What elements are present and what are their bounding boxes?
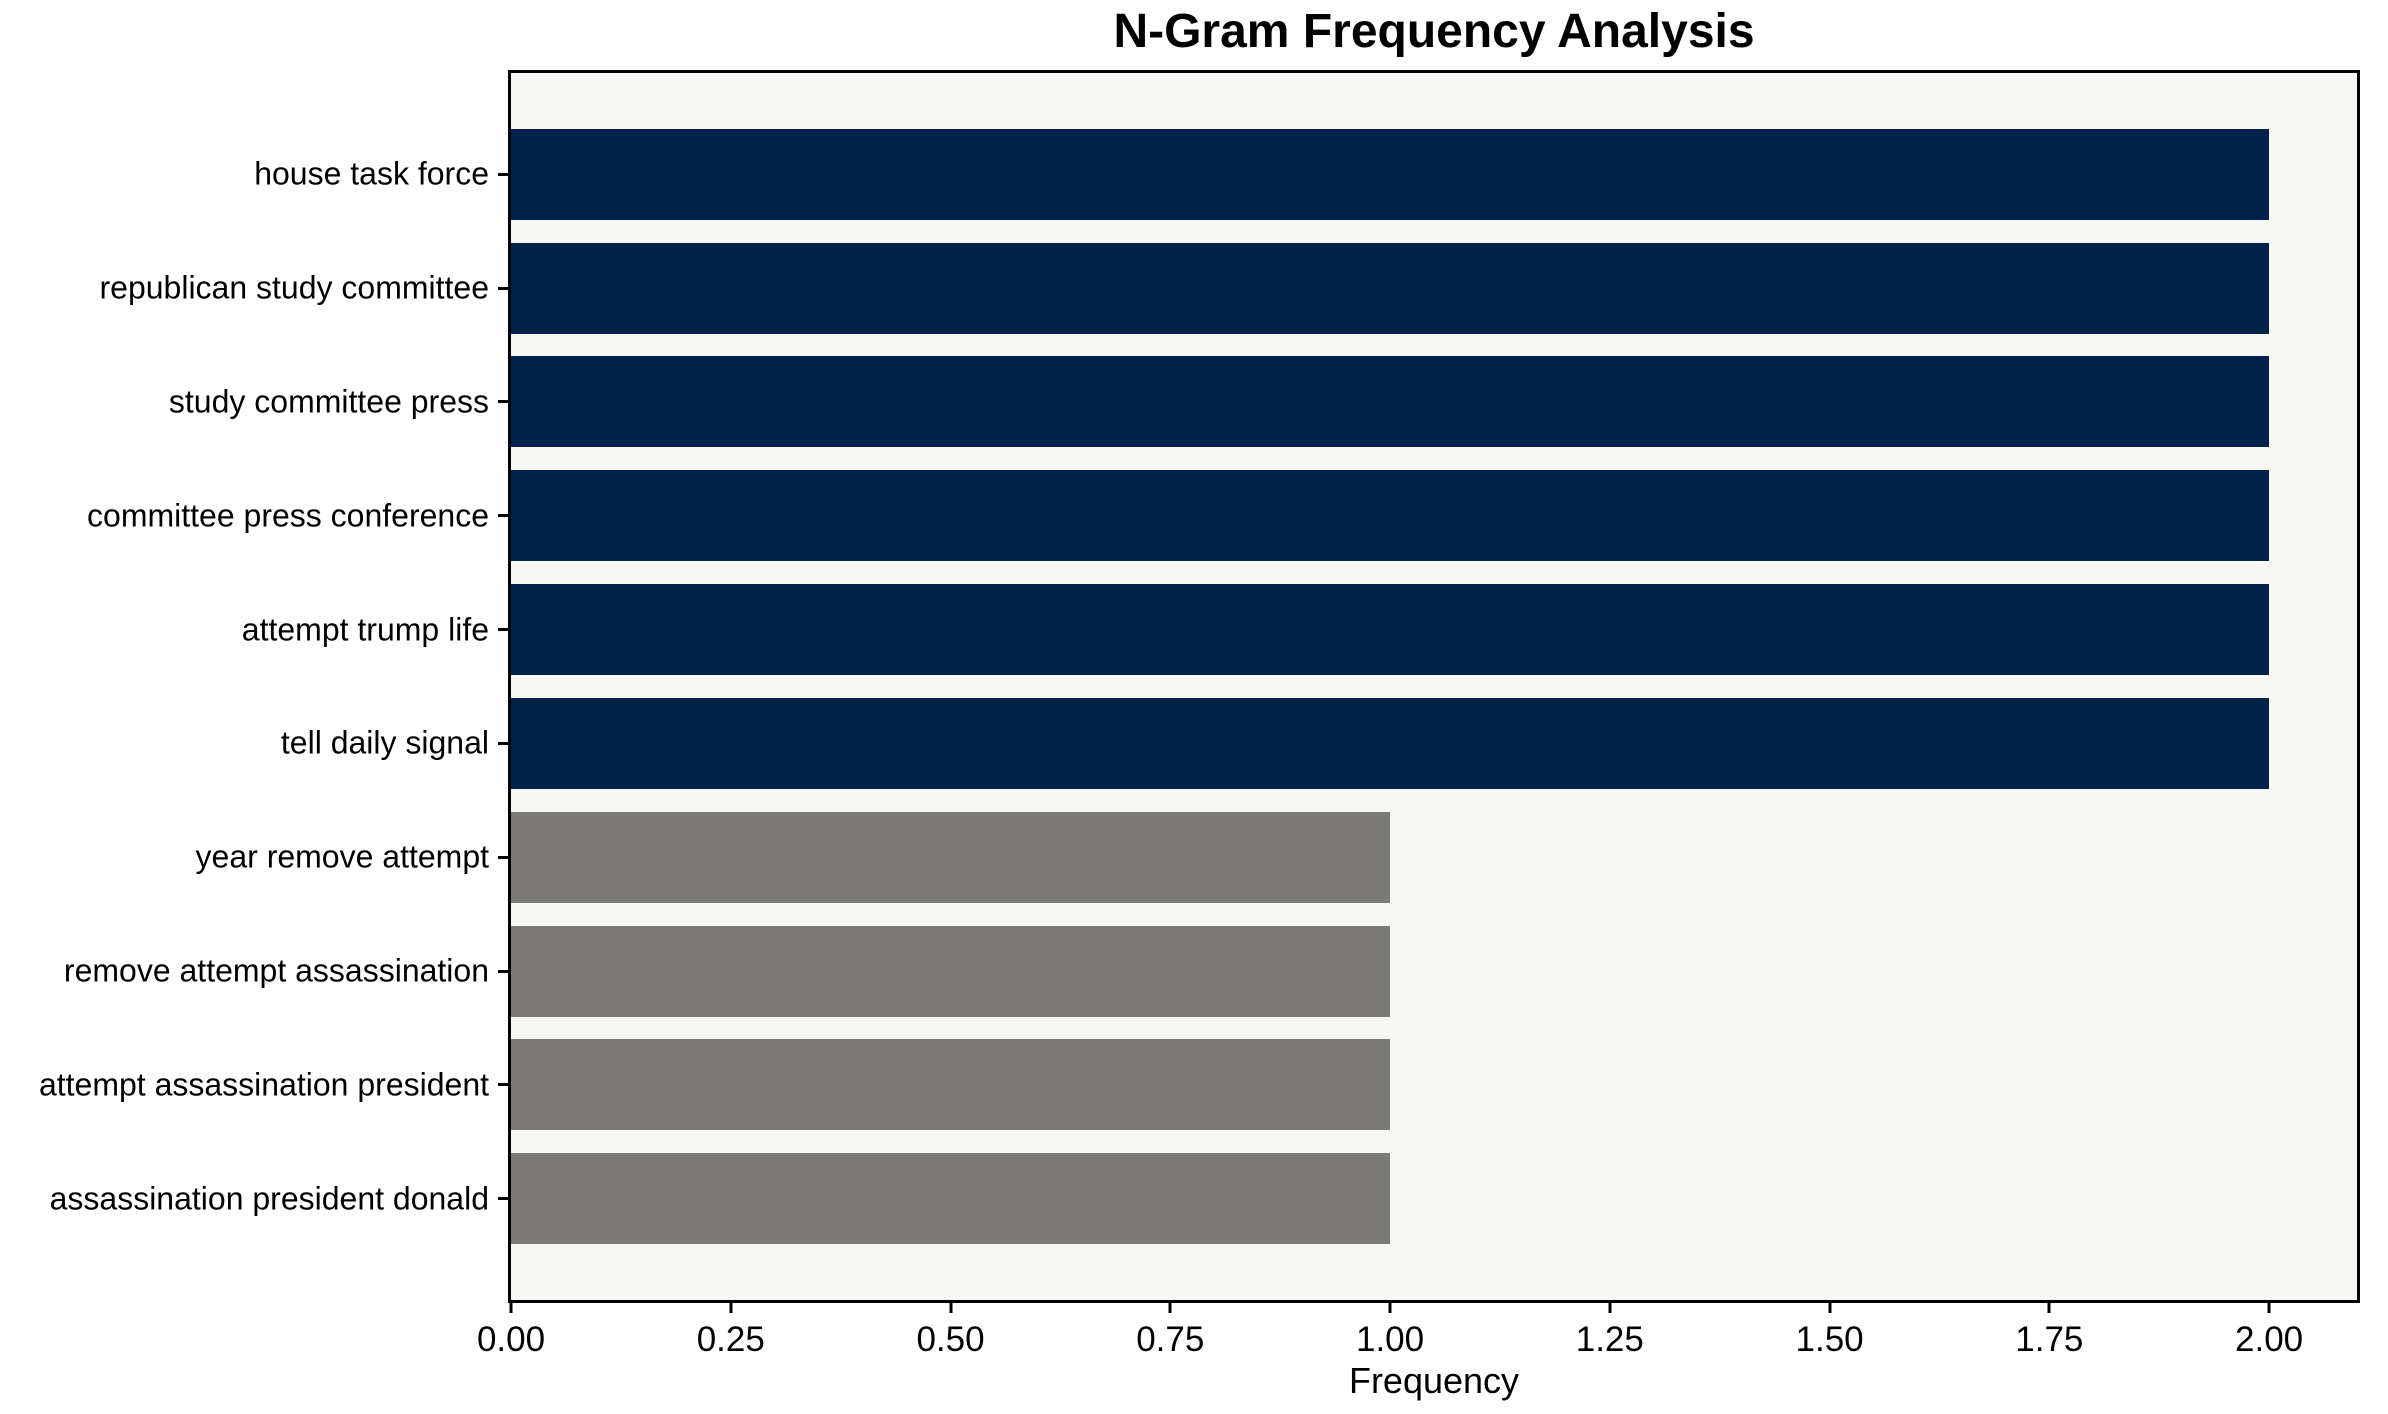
y-tick-label: tell daily signal <box>280 724 489 761</box>
x-tick <box>509 1303 513 1313</box>
bar <box>511 1039 1391 1131</box>
bar <box>511 925 1391 1017</box>
y-tick-label: year remove attempt <box>195 838 489 875</box>
x-tick-label: 0.50 <box>916 1320 985 1359</box>
y-tick <box>498 1083 508 1087</box>
x-tick <box>949 1303 953 1313</box>
bar <box>511 470 2270 562</box>
y-axis: house task force republican study committ… <box>0 73 489 1300</box>
y-tick <box>498 741 508 745</box>
x-axis-label: Frequency <box>1348 1360 1520 1401</box>
x-tick-label: 1.50 <box>1795 1320 1864 1359</box>
x-tick <box>1608 1303 1612 1313</box>
chart-title: N-Gram Frequency Analysis <box>1113 5 1755 58</box>
y-tick <box>498 400 508 404</box>
y-tick <box>498 855 508 859</box>
bar <box>511 697 2270 789</box>
y-tick-label: republican study committee <box>99 269 489 306</box>
y-tick <box>498 286 508 290</box>
y-tick <box>498 172 508 176</box>
y-tick-label: attempt assassination president <box>38 1066 489 1103</box>
y-tick <box>498 628 508 632</box>
y-tick-label: study committee press <box>168 383 489 420</box>
y-tick-label: remove attempt assassination <box>63 952 489 989</box>
x-tick <box>2267 1303 2271 1313</box>
bar <box>511 811 1391 903</box>
x-tick-label: 0.00 <box>476 1320 546 1359</box>
x-tick-label: 2.00 <box>2235 1320 2304 1359</box>
bar <box>511 584 2270 676</box>
x-tick <box>2047 1303 2051 1313</box>
bar <box>511 356 2270 448</box>
x-tick <box>729 1303 733 1313</box>
x-tick-label: 0.25 <box>696 1320 765 1359</box>
y-tick-label: attempt trump life <box>241 611 489 648</box>
x-tick-label: 1.25 <box>1575 1320 1644 1359</box>
y-tick-label: house task force <box>254 155 489 192</box>
x-tick-label: 1.00 <box>1355 1320 1425 1359</box>
y-tick-label: committee press conference <box>87 497 489 534</box>
x-tick-label: 1.75 <box>2015 1320 2084 1359</box>
bar <box>511 242 2270 334</box>
bar <box>511 1153 1391 1245</box>
x-tick <box>1168 1303 1172 1313</box>
x-tick-label: 0.75 <box>1136 1320 1205 1359</box>
x-tick <box>1388 1303 1392 1313</box>
y-tick-label: assassination president donald <box>49 1180 489 1217</box>
bar <box>511 128 2270 220</box>
x-axis: 0.00 0.25 0.50 0.75 1.00 1.25 1.50 1.75 2.00 <box>477 1310 2357 1359</box>
y-tick <box>498 969 508 973</box>
y-tick <box>498 514 508 518</box>
y-tick <box>498 1197 508 1201</box>
x-tick <box>1828 1303 1832 1313</box>
plot-area <box>498 70 2360 1313</box>
